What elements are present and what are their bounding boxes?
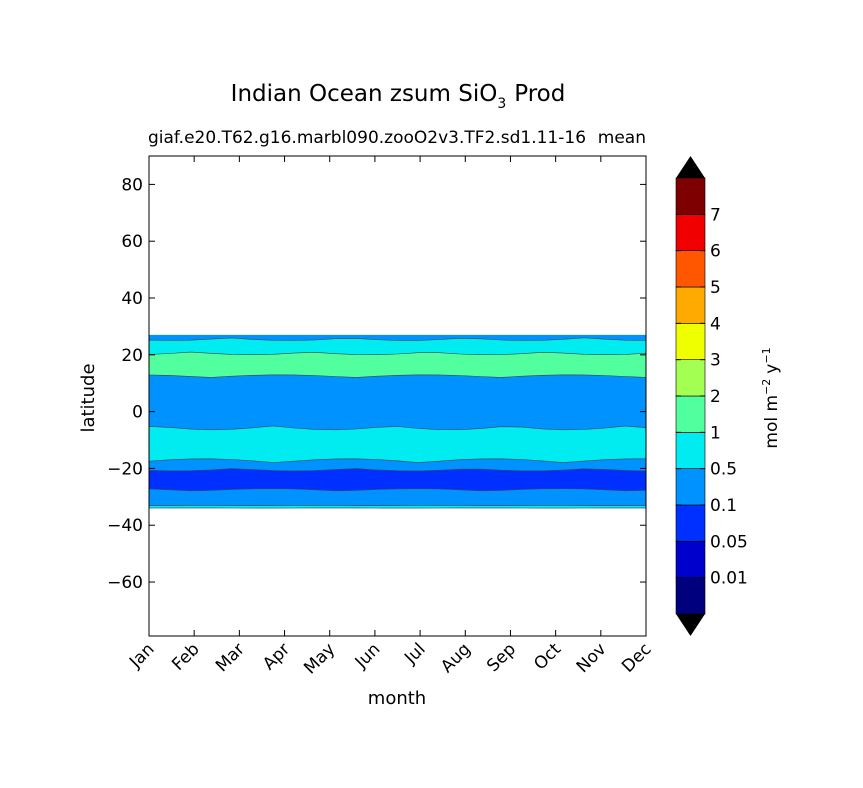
contour-band — [148, 505, 647, 509]
colorbar-segment — [675, 468, 706, 506]
x-tick-label: Feb — [168, 639, 203, 674]
colorbar-tick-label: 4 — [710, 314, 721, 334]
colorbar-segment — [675, 250, 706, 288]
contour-band — [149, 334, 646, 509]
y-tick-label: 20 — [121, 346, 143, 366]
y-tick-label: 0 — [132, 403, 143, 423]
colorbar-segment — [675, 359, 706, 397]
colorbar-segment — [675, 323, 706, 360]
contour-field — [148, 334, 647, 509]
x-tick-label: Jan — [125, 639, 158, 672]
chart-title: Indian Ocean zsum SiO3 Prod — [231, 81, 566, 112]
contour-band — [148, 468, 647, 492]
colorbar-label: mol m−2y−1 — [760, 347, 782, 448]
colorbar-extend-bottom — [676, 614, 705, 636]
colorbar-segment — [675, 504, 706, 542]
y-tick-label: −60 — [107, 573, 143, 593]
colorbar-tick-label: 0.01 — [710, 569, 748, 589]
colorbar-tick-label: 0.1 — [710, 496, 737, 516]
y-axis-label: latitude — [78, 363, 99, 432]
colorbar-tick-label: 0.05 — [710, 532, 748, 552]
contour-band — [148, 425, 647, 463]
x-tick-label: May — [300, 639, 339, 678]
x-tick-label: Aug — [437, 639, 475, 677]
x-axis-label: month — [368, 688, 426, 709]
colorbar-tick-label: 2 — [710, 387, 721, 407]
x-tick-label: Sep — [483, 639, 520, 676]
y-tick-label: −20 — [107, 459, 143, 479]
x-tick-label: Mar — [212, 639, 249, 676]
colorbar-tick-label: 0.5 — [710, 460, 737, 480]
colorbar-segment — [675, 395, 706, 433]
x-tick-label: Jul — [400, 639, 429, 668]
colorbar-segment — [675, 432, 706, 469]
colorbar: 0.01 0.05 0.1 0.5 1 2 3 4 5 6 7 — [675, 156, 748, 636]
plot-frame — [148, 155, 647, 637]
x-tick-label: Oct — [530, 639, 565, 674]
y-axis: 80 60 40 20 0 −20 −40 −60 — [107, 175, 646, 593]
x-tick-label: Nov — [573, 639, 611, 677]
colorbar-segment — [675, 577, 706, 615]
colorbar-tick-label: 7 — [710, 205, 721, 225]
colorbar-tick-label: 3 — [710, 351, 721, 371]
colorbar-tick-label: 6 — [710, 242, 721, 262]
y-tick-label: 80 — [121, 175, 143, 195]
colorbar-segment — [675, 286, 706, 324]
colorbar-segment — [675, 541, 706, 578]
x-tick-label: Dec — [618, 639, 655, 676]
colorbar-tick-label: 1 — [710, 423, 721, 443]
chart-subtitle-right: mean — [598, 128, 646, 148]
y-tick-label: 40 — [121, 289, 143, 309]
x-tick-label: Apr — [259, 639, 294, 674]
colorbar-tick-label: 5 — [710, 278, 721, 298]
y-tick-label: −40 — [107, 516, 143, 536]
x-tick-label: Jun — [351, 639, 385, 673]
colorbar-segment — [675, 177, 706, 215]
y-tick-label: 60 — [121, 232, 143, 252]
colorbar-extend-top — [676, 156, 705, 178]
colorbar-segment — [675, 214, 706, 251]
contour-band — [148, 351, 647, 378]
chart-subtitle-left: giaf.e20.T62.g16.marbl090.zooO2v3.TF2.sd… — [148, 128, 586, 148]
plot-area — [148, 155, 647, 637]
